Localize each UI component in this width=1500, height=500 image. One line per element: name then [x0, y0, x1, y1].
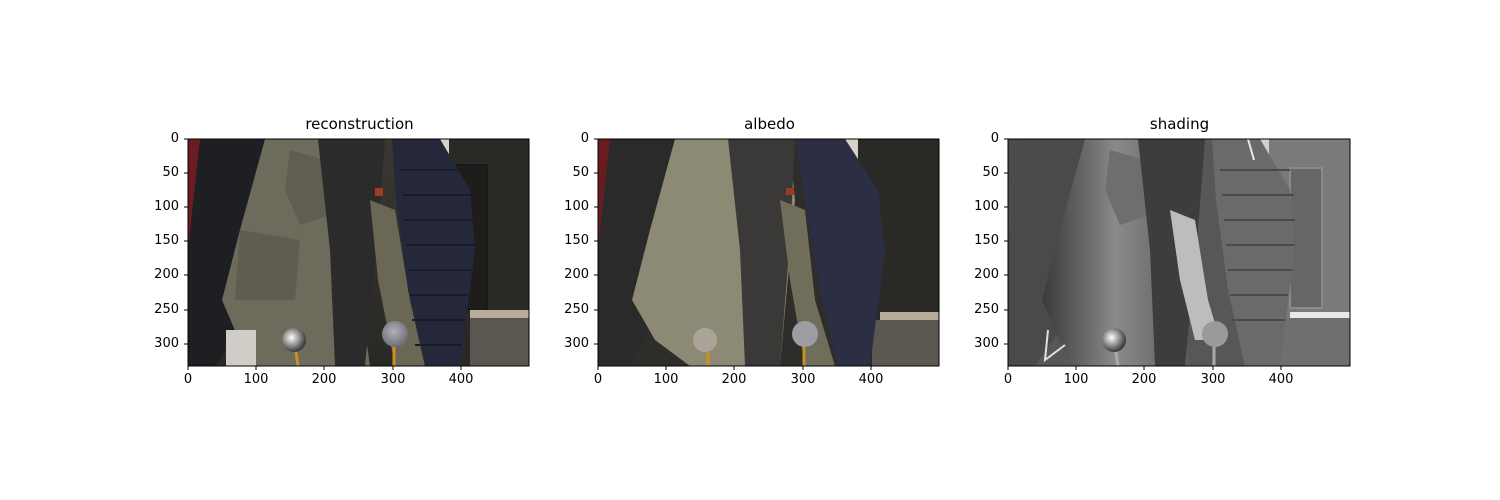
axes-frame: [597, 138, 940, 367]
y-tick-label: 200: [154, 267, 179, 282]
x-tick-label: 200: [721, 372, 747, 387]
tick-marks: [184, 138, 1282, 370]
y-tick-label: 100: [564, 199, 589, 214]
y-tick-label: 200: [974, 267, 999, 282]
x-tick-label: 300: [380, 372, 406, 387]
y-tick-label: 0: [990, 131, 999, 146]
y-tick-label: 50: [162, 165, 179, 180]
axes-frame: [1007, 138, 1351, 367]
reconstruction-image: [188, 139, 529, 366]
y-tick-label: 100: [154, 199, 179, 214]
x-tick-label: 0: [183, 372, 193, 387]
y-tick-label: 250: [564, 302, 589, 317]
panel-title: reconstruction: [305, 115, 414, 133]
x-tick-label: 100: [1063, 372, 1089, 387]
axes-frame: [187, 138, 530, 367]
y-tick-label: 200: [564, 267, 589, 282]
y-tick-label: 50: [572, 165, 589, 180]
x-tick-label: 200: [1131, 372, 1157, 387]
y-tick-label: 50: [982, 165, 999, 180]
panel-title: shading: [1149, 115, 1210, 133]
x-tick-label: 0: [593, 372, 603, 387]
panel-title: albedo: [744, 115, 795, 133]
albedo-image: [598, 139, 939, 366]
x-tick-label: 400: [448, 372, 474, 387]
x-tick-label: 100: [243, 372, 269, 387]
x-tick-label: 0: [1003, 372, 1013, 387]
y-tick-label: 250: [154, 302, 179, 317]
y-tick-label: 150: [564, 233, 589, 248]
x-tick-label: 300: [790, 372, 816, 387]
x-tick-label: 100: [653, 372, 679, 387]
x-tick-label: 400: [1268, 372, 1294, 387]
y-tick-label: 300: [974, 336, 999, 351]
y-tick-label: 300: [154, 336, 179, 351]
x-tick-label: 300: [1200, 372, 1226, 387]
y-tick-label: 300: [564, 336, 589, 351]
y-tick-label: 150: [154, 233, 179, 248]
y-tick-label: 150: [974, 233, 999, 248]
y-tick-label: 250: [974, 302, 999, 317]
y-tick-label: 0: [170, 131, 179, 146]
x-tick-label: 200: [311, 372, 337, 387]
y-tick-label: 100: [974, 199, 999, 214]
x-tick-label: 400: [858, 372, 884, 387]
y-tick-label: 0: [580, 131, 589, 146]
shading-image: [1008, 139, 1350, 366]
